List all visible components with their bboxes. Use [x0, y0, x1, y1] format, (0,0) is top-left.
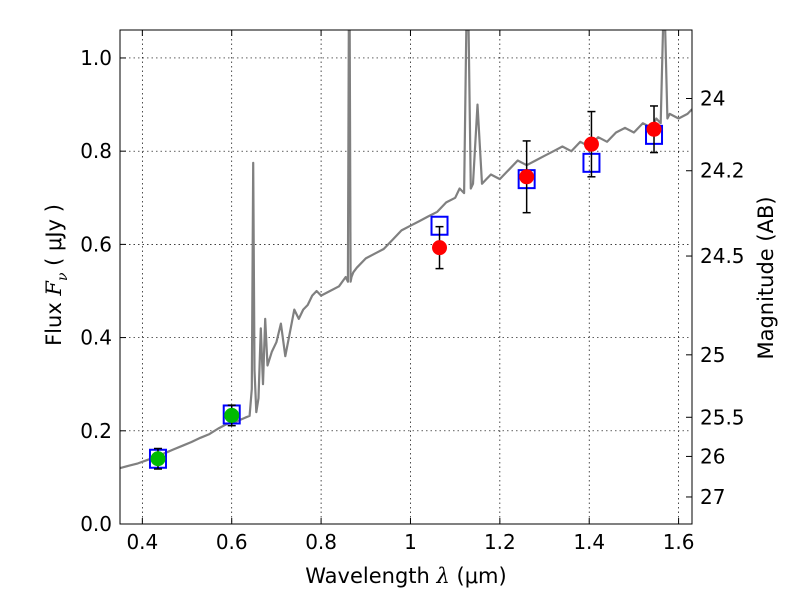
x-tick-label: 1	[404, 530, 417, 554]
data-point-marker	[584, 137, 598, 151]
grid	[120, 30, 692, 524]
right-tick-label: 25.5	[700, 405, 745, 429]
data-point-marker	[151, 452, 165, 466]
right-tick-label: 24.2	[700, 159, 745, 183]
axis-ticks: 0.4 0.6 0.8 1 1.2 1.4 1.6 0.0 0.2 0.4 0.6 0.8 1.0 24 2…	[80, 30, 744, 554]
data-points	[150, 106, 662, 469]
y-tick-label: 0.4	[80, 326, 112, 350]
right-axis-label: Magnitude (AB)	[754, 196, 778, 359]
right-tick-label: 24	[700, 87, 725, 111]
right-tick-label: 26	[700, 444, 725, 468]
x-tick-label: 0.8	[305, 530, 337, 554]
y-tick-label: 0.8	[80, 139, 112, 163]
y-tick-label: 0.6	[80, 232, 112, 256]
right-tick-label: 25	[700, 343, 725, 367]
x-tick-label: 1.6	[663, 530, 695, 554]
data-point-marker	[433, 241, 447, 255]
x-tick-label: 0.4	[126, 530, 158, 554]
x-axis-label: Wavelength λ (μm)	[305, 564, 506, 588]
data-point-marker	[520, 170, 534, 184]
spectrum-line	[120, 30, 692, 468]
y-axis-label: Flux Fν ( μJy )	[42, 204, 71, 346]
x-tick-label: 0.6	[216, 530, 248, 554]
plot-frame	[120, 30, 692, 524]
template-spectrum	[120, 30, 692, 468]
x-tick-label: 1.2	[484, 530, 516, 554]
x-tick-label: 1.4	[573, 530, 605, 554]
right-tick-label: 24.5	[700, 244, 745, 268]
y-tick-label: 0.0	[80, 512, 112, 536]
data-point-marker	[647, 122, 661, 136]
y-tick-label: 1.0	[80, 46, 112, 70]
data-point-marker	[225, 408, 239, 422]
y-tick-label: 0.2	[80, 419, 112, 443]
right-tick-label: 27	[700, 485, 725, 509]
